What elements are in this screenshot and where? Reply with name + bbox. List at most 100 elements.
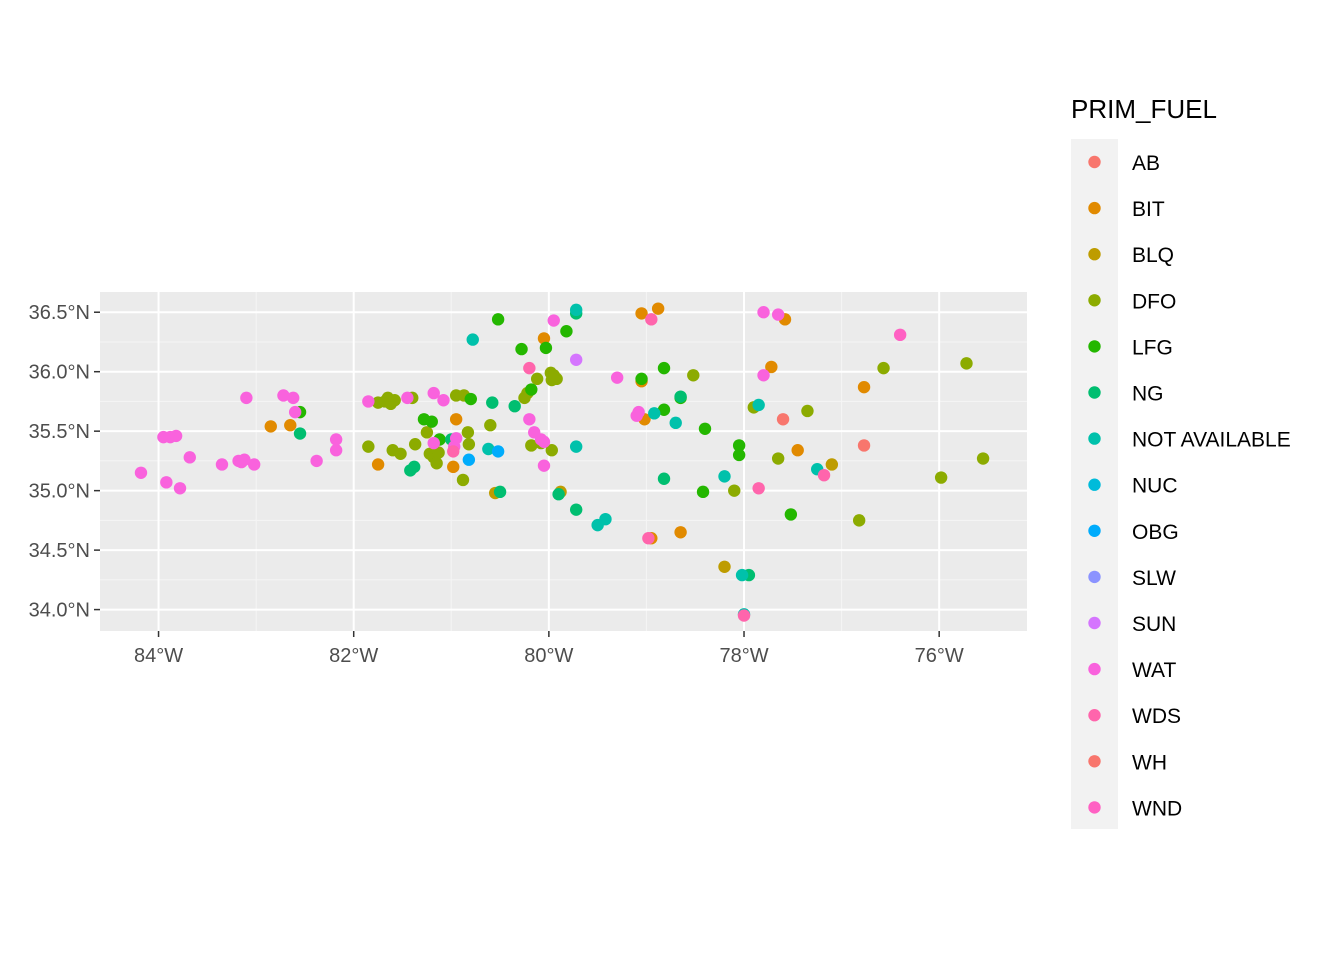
legend-entry: NOT AVAILABLE [1088, 429, 1291, 452]
data-point [240, 391, 253, 405]
data-point [447, 445, 460, 458]
data-point [491, 445, 505, 458]
y-tick-label: 35.0°N [29, 481, 90, 503]
data-point [547, 314, 560, 327]
y-tick-label: 35.5°N [29, 421, 90, 443]
data-point [976, 452, 990, 465]
data-point [277, 389, 290, 402]
data-point [728, 484, 741, 497]
data-point [857, 380, 871, 394]
legend-key [1088, 709, 1101, 722]
series-wds [447, 313, 831, 622]
data-point [893, 328, 907, 342]
legend-title: PRIM_FUEL [1071, 94, 1217, 124]
data-point [437, 394, 450, 407]
data-point [362, 440, 375, 453]
legend-key [1088, 478, 1101, 491]
data-point [657, 361, 671, 375]
legend-entry: WAT [1088, 659, 1176, 682]
legend-label: BIT [1132, 198, 1165, 221]
data-point [508, 399, 521, 413]
legend-entry: NUC [1088, 475, 1178, 498]
data-point [934, 471, 948, 484]
legend-key [1088, 524, 1101, 537]
series-ab [776, 413, 790, 426]
data-point [732, 439, 746, 452]
data-point [247, 458, 261, 471]
data-point [560, 325, 573, 338]
data-point [486, 396, 499, 409]
legend-label: OBG [1132, 521, 1179, 544]
data-points [134, 302, 990, 622]
data-point [825, 458, 839, 471]
data-point [696, 485, 710, 499]
data-point [610, 371, 624, 384]
legend-label: WDS [1132, 705, 1181, 728]
legend-label: SUN [1132, 613, 1176, 636]
data-point [401, 391, 414, 405]
data-point [447, 460, 460, 474]
data-point [674, 526, 687, 539]
data-point [642, 532, 655, 545]
data-point [432, 446, 445, 459]
legend-label: NG [1132, 383, 1164, 406]
data-point [537, 332, 551, 345]
data-point [461, 426, 475, 439]
legend-entry: SUN [1088, 613, 1176, 636]
legend-label: NUC [1132, 475, 1178, 498]
data-point [427, 436, 440, 450]
data-point [464, 392, 477, 406]
data-point [687, 369, 700, 382]
legend-key [1088, 570, 1101, 584]
data-point [183, 451, 196, 464]
legend-label: LFG [1132, 336, 1173, 359]
data-point [449, 413, 463, 426]
data-point [569, 440, 583, 453]
data-point [310, 454, 323, 468]
data-point [134, 466, 148, 479]
data-point [420, 426, 434, 439]
data-point [425, 415, 438, 428]
data-point [960, 357, 973, 370]
legend-entry: WND [1088, 797, 1182, 820]
data-point [569, 503, 583, 516]
legend-key [1088, 340, 1101, 353]
data-point [757, 369, 770, 382]
data-point [857, 439, 871, 452]
legend-entry: WH [1088, 751, 1167, 774]
data-point [169, 429, 183, 443]
data-point [430, 457, 443, 470]
data-point [648, 407, 661, 420]
legend-key [1088, 386, 1101, 399]
data-point [362, 395, 375, 408]
x-tick-label: 78°W [719, 645, 768, 667]
data-point [737, 609, 751, 622]
data-point [482, 442, 495, 456]
legend-label: NOT AVAILABLE [1132, 429, 1291, 452]
data-point [569, 353, 583, 366]
data-point [329, 433, 343, 446]
data-point [523, 361, 536, 375]
data-point [238, 453, 251, 466]
series-obg [462, 445, 505, 466]
data-point [525, 439, 538, 452]
data-point [817, 468, 831, 482]
data-point [427, 386, 440, 400]
data-point [630, 409, 643, 422]
x-tick-label: 84°W [134, 645, 183, 667]
data-point [404, 464, 417, 477]
data-point [491, 313, 505, 326]
data-point [371, 458, 385, 471]
data-point [718, 560, 731, 573]
legend-label: BLQ [1132, 244, 1174, 267]
data-point [388, 394, 401, 407]
data-point [160, 476, 173, 489]
x-tick-label: 80°W [524, 645, 573, 667]
data-point [493, 485, 507, 499]
major-gridlines [100, 292, 1027, 631]
data-point [765, 360, 778, 374]
data-point [852, 514, 866, 527]
data-point [674, 390, 687, 403]
legend-key [1088, 201, 1101, 215]
